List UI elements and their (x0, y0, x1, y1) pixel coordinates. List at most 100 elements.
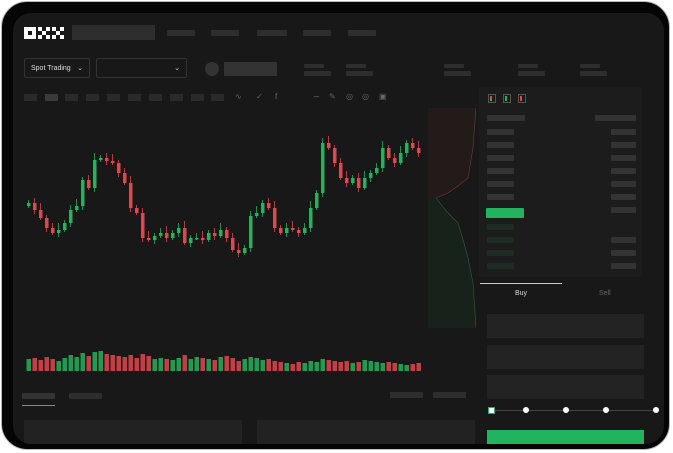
bid-amount (611, 237, 636, 243)
last-price (486, 208, 524, 218)
candle (357, 178, 361, 188)
timeframe-button[interactable] (128, 94, 141, 101)
volume-bar (68, 355, 73, 371)
pair-select[interactable]: ⌄ (96, 58, 187, 78)
slider-step-50[interactable] (563, 407, 569, 413)
total-input[interactable] (487, 375, 644, 399)
stat-value (444, 71, 471, 76)
volume-bar (74, 357, 79, 371)
slider-step-25[interactable] (523, 407, 529, 413)
stat-value (580, 71, 607, 76)
tab-buy[interactable]: Buy (515, 290, 528, 297)
bid-amount (611, 250, 636, 256)
candle (111, 161, 115, 163)
nav-item[interactable] (211, 30, 239, 36)
volume-bar (284, 363, 289, 371)
volume-bar (404, 365, 409, 371)
ask-amount (611, 142, 636, 148)
okx-logo[interactable] (24, 27, 64, 39)
draw-line-icon[interactable]: ∼ (313, 92, 320, 101)
slider-step-100[interactable] (653, 407, 659, 413)
ask-price (487, 129, 514, 135)
timeframe-button[interactable] (191, 94, 204, 101)
volume-bar (38, 360, 43, 371)
fx-icon[interactable]: f (275, 92, 278, 101)
timeframe-button[interactable] (149, 94, 162, 101)
stat-label (518, 64, 538, 68)
volume-bar (272, 361, 277, 371)
volume-bar (242, 359, 247, 371)
timeframe-button[interactable] (24, 94, 37, 101)
orderbook-buy-icon[interactable] (503, 94, 511, 103)
pencil-icon[interactable]: ✎ (329, 92, 336, 101)
candle (183, 228, 187, 243)
stat-value (304, 71, 331, 76)
chart-type-icon[interactable]: ✓ (256, 92, 263, 101)
ask-price (487, 168, 514, 174)
nav-item[interactable] (303, 30, 331, 36)
volume-bar (212, 360, 217, 371)
chevron-down-icon: ⌄ (174, 65, 180, 72)
settings-icon[interactable]: ◎ (346, 92, 353, 101)
tab-open-orders[interactable] (22, 393, 55, 399)
candle (231, 238, 235, 250)
slider-step-75[interactable] (603, 407, 609, 413)
ask-amount (611, 155, 636, 161)
orderbook-both-icon[interactable] (488, 94, 496, 103)
candle (363, 178, 367, 188)
coin-avatar (205, 62, 219, 76)
candle (237, 250, 241, 253)
filter-button[interactable] (433, 392, 466, 398)
candle (351, 178, 355, 183)
ask-amount (611, 181, 636, 187)
timeframe-button[interactable] (45, 94, 58, 101)
candle (213, 233, 217, 236)
volume-bar (266, 359, 271, 371)
amount-input[interactable] (487, 345, 644, 369)
candle (225, 230, 229, 238)
timeframe-button[interactable] (86, 94, 99, 101)
tab-sell[interactable]: Sell (599, 290, 611, 297)
volume-bar (128, 355, 133, 371)
candlestick-chart[interactable] (13, 108, 428, 373)
filter-button[interactable] (390, 392, 423, 398)
depth-chart (428, 108, 476, 328)
volume-bar (170, 360, 175, 371)
slider-handle[interactable] (488, 407, 495, 414)
timeframe-button[interactable] (107, 94, 120, 101)
candle (405, 143, 409, 153)
orderbook-sell-icon[interactable] (518, 94, 526, 103)
buy-button[interactable] (487, 430, 644, 444)
search-bar[interactable] (72, 25, 155, 40)
candle (93, 160, 97, 188)
volume-bar (416, 363, 421, 371)
timeframe-button[interactable] (65, 94, 78, 101)
candle (267, 203, 271, 208)
candle (171, 233, 175, 238)
trade-mode-select[interactable]: Spot Trading ⌄ (24, 58, 90, 78)
candle (261, 203, 265, 213)
timeframe-button[interactable] (211, 94, 224, 101)
indicator-icon[interactable]: ∿ (235, 92, 242, 101)
percent-slider[interactable] (491, 410, 657, 411)
trade-mode-label: Spot Trading (31, 64, 71, 72)
camera-icon[interactable]: ◎ (362, 92, 369, 101)
volume-bar (314, 362, 319, 371)
candle (45, 218, 49, 228)
volume-bar (326, 360, 331, 371)
nav-item[interactable] (257, 30, 287, 36)
candle (105, 158, 109, 161)
price-input[interactable] (487, 314, 644, 338)
candle (27, 203, 31, 206)
nav-item[interactable] (348, 30, 376, 36)
fullscreen-icon[interactable]: ▣ (379, 92, 387, 101)
candle (327, 143, 331, 148)
chevron-down-icon: ⌄ (77, 65, 83, 72)
tab-history[interactable] (69, 393, 102, 399)
nav-item[interactable] (167, 30, 195, 36)
volume-bar (296, 362, 301, 371)
timeframe-button[interactable] (170, 94, 183, 101)
candle (39, 210, 43, 218)
bid-price (487, 237, 514, 243)
candle (285, 228, 289, 233)
